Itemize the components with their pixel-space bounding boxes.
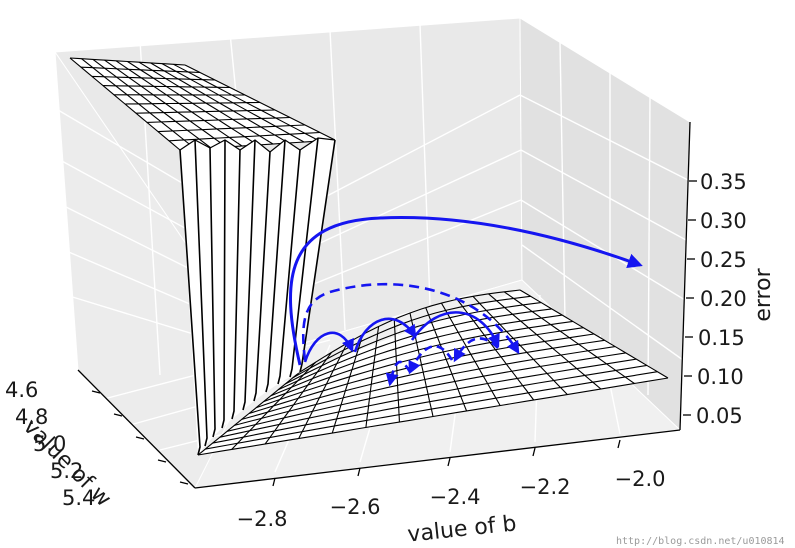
surface-plateau-line — [80, 66, 201, 74]
trajectory-solid — [289, 216, 643, 366]
b-tick-label: −2.2 — [520, 475, 571, 499]
w-tick-label: 5.0 — [33, 432, 66, 456]
surface-cliff-line — [221, 139, 226, 429]
surface-valley-line — [205, 371, 658, 450]
trajectory-hop — [303, 331, 354, 363]
trajectory-hop — [385, 360, 412, 387]
surface-cliff-fill — [180, 138, 335, 455]
surface-plateau-line — [124, 101, 261, 105]
surface-cliff-line — [289, 137, 319, 378]
w-tick-label: 5.2 — [50, 459, 83, 483]
surface-valley-line — [241, 339, 605, 420]
watermark: http://blog.csdn.net/u010814 — [616, 536, 785, 547]
b-axis-line — [194, 429, 681, 489]
b-tick-label: −2.0 — [615, 467, 666, 491]
surface-cliff-line — [242, 139, 256, 411]
surface-valley-line — [292, 295, 531, 379]
surface-valley-line — [197, 377, 669, 456]
surface-cliff-line — [253, 151, 271, 402]
w-axis-line — [77, 369, 196, 489]
w-tick-label: 5.4 — [62, 486, 95, 510]
error-tick-label: 0.35 — [700, 170, 747, 194]
surface-cliff-line — [231, 149, 241, 420]
surface-cliff-line — [194, 139, 208, 447]
trajectory-hop — [453, 337, 499, 363]
surface-valley-line — [212, 364, 647, 444]
surface-valley-fill — [198, 290, 668, 455]
surface-cliff-line — [265, 139, 286, 393]
surface-plateau-line — [168, 131, 321, 142]
surface-cliff-edge — [179, 137, 336, 153]
b-axis-label: value of b — [406, 511, 517, 547]
error-tick-label: 0.05 — [696, 404, 743, 428]
b-tick-label: −2.8 — [237, 507, 288, 531]
error-tick-label: 0.25 — [700, 248, 747, 272]
surface-valley-line — [226, 352, 626, 432]
surface-valley-line — [248, 333, 595, 415]
tick-marks — [91, 180, 697, 487]
error-axis-label: error — [751, 267, 776, 321]
w-tick-label: 4.6 — [5, 378, 38, 402]
surface-valley-line — [263, 320, 573, 403]
surface-valley-line — [219, 358, 637, 438]
error-tick-label: 0.10 — [697, 365, 744, 389]
surface-cliff-line — [299, 139, 336, 373]
b-tick-label: −2.4 — [430, 485, 481, 509]
trajectory-hop — [410, 311, 500, 348]
gradient-trajectories — [289, 216, 643, 387]
b-tick-label: −2.6 — [330, 495, 381, 519]
surface-plateau-line — [91, 75, 216, 81]
surface-valley-line — [270, 314, 563, 397]
surface-plateau-line — [102, 85, 231, 89]
trajectory-hop — [408, 344, 454, 375]
error-surface — [69, 57, 669, 456]
surface-plateau-line — [135, 109, 276, 114]
trajectory-hop — [353, 317, 417, 353]
error-tick-label: 0.20 — [700, 287, 747, 311]
error-axis-line — [679, 121, 691, 431]
w-tick-label: 4.8 — [15, 405, 48, 429]
surface-cliff-line — [179, 149, 201, 456]
surface-cliff-line — [209, 147, 216, 438]
surface-plateau-line — [157, 124, 306, 133]
surface-valley-line — [234, 346, 616, 426]
surface-plateau-line — [69, 57, 186, 66]
surface-plateau-line — [146, 116, 291, 123]
surface-cliff-line — [277, 149, 301, 385]
error-tick-label: 0.30 — [700, 209, 747, 233]
surface-valley-line — [299, 289, 521, 373]
error-tick-label: 0.15 — [698, 326, 745, 350]
trajectory-dashed — [301, 282, 520, 361]
